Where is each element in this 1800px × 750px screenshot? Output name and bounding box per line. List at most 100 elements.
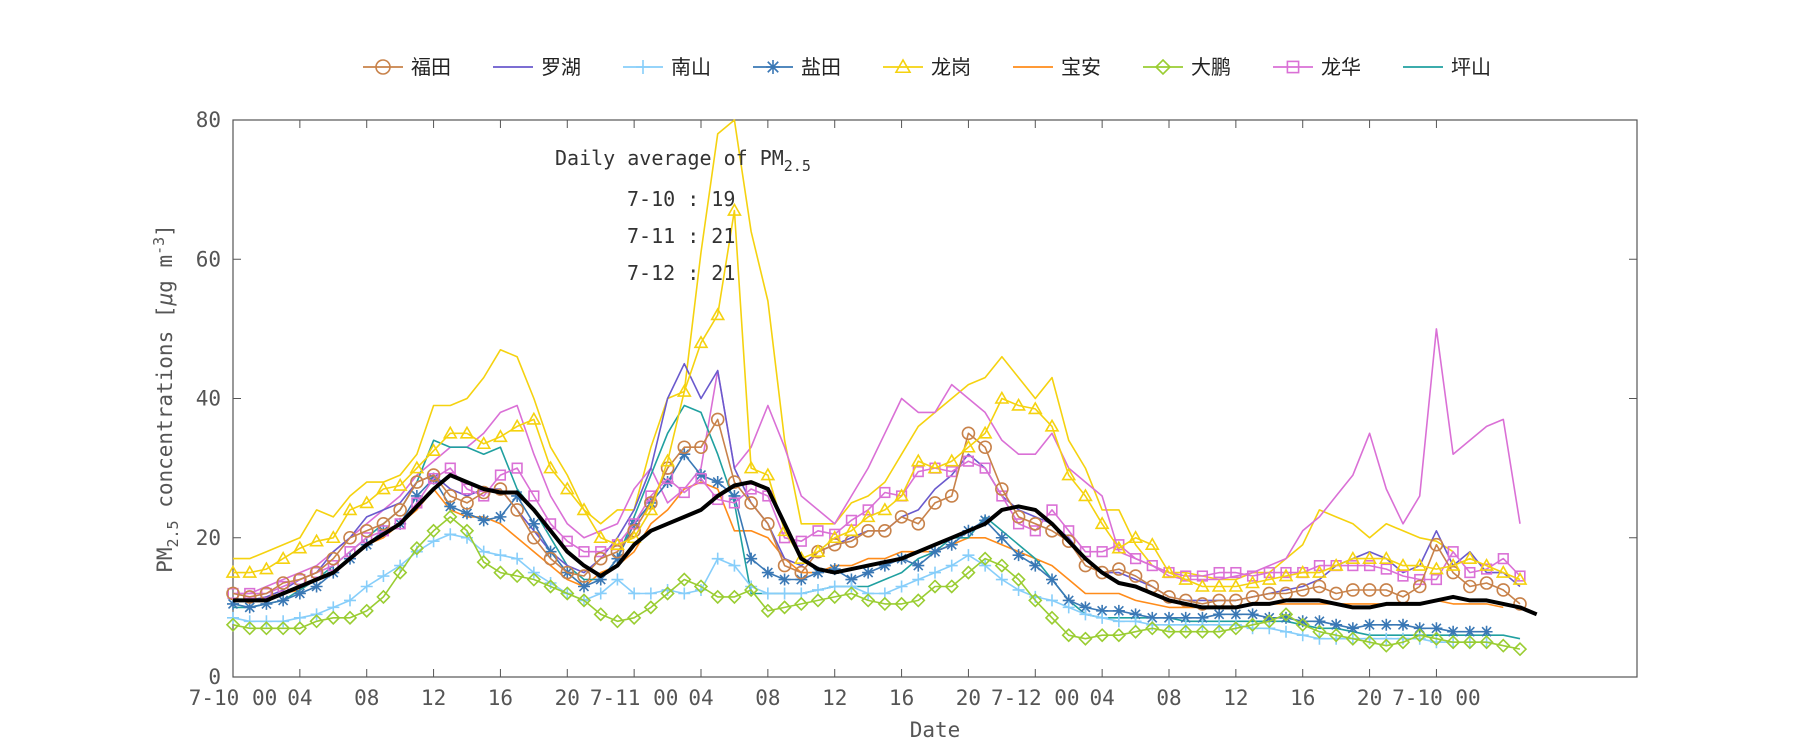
data-point [711, 476, 724, 489]
legend-label: 龙岗 [931, 55, 971, 79]
x-tick-label: 20 [555, 686, 580, 710]
data-point [1245, 617, 1260, 632]
y-tick-label: 0 [208, 665, 221, 689]
data-point [661, 476, 674, 489]
data-point [1230, 566, 1242, 579]
x-tick-label: 7-11 00 [590, 686, 679, 710]
data-point [527, 517, 540, 530]
data-point [878, 559, 891, 572]
data-point [594, 573, 607, 586]
data-point [1345, 551, 1361, 564]
data-point [593, 607, 608, 622]
data-point [375, 59, 391, 75]
data-point [1495, 564, 1511, 578]
data-point [511, 489, 524, 502]
data-point [275, 551, 291, 564]
annotation-title-text: Daily average of PM [555, 146, 784, 170]
data-point [292, 621, 307, 636]
data-point [526, 572, 541, 587]
data-point [1146, 559, 1158, 572]
data-point [1246, 608, 1259, 621]
data-point [225, 564, 241, 578]
data-point [1480, 625, 1493, 638]
data-point [1178, 593, 1193, 608]
data-point [1213, 566, 1225, 579]
legend-label: 大鹏 [1191, 55, 1231, 79]
data-point [978, 551, 993, 566]
data-point [745, 552, 758, 565]
data-point [1062, 594, 1075, 607]
data-point [1112, 562, 1126, 576]
data-point [727, 202, 742, 216]
data-point [1464, 566, 1476, 579]
data-point [259, 561, 274, 575]
data-point [576, 593, 592, 608]
data-point [1046, 573, 1058, 586]
data-point [1012, 549, 1025, 562]
data-point [426, 443, 441, 457]
data-point [895, 580, 908, 593]
data-point [710, 412, 725, 427]
data-point [777, 600, 792, 615]
data-point [777, 558, 792, 573]
data-point [376, 517, 391, 531]
data-point [561, 535, 573, 547]
data-point [1029, 525, 1041, 537]
legend-item: 罗湖 [493, 55, 581, 79]
data-point [995, 482, 1009, 496]
data-point [766, 60, 780, 74]
y-label-superscript: -3 [150, 237, 168, 255]
data-point [1412, 557, 1428, 571]
data-point [778, 573, 791, 586]
legend-item: 福田 [363, 55, 451, 79]
data-point [426, 468, 441, 482]
data-point [376, 589, 391, 605]
data-point [1096, 611, 1109, 624]
data-point [927, 460, 943, 474]
data-point [409, 541, 424, 556]
data-point [1362, 551, 1377, 564]
data-point [426, 523, 441, 538]
legend-label: 南山 [671, 55, 711, 79]
data-point [1144, 537, 1160, 551]
data-point [778, 587, 791, 600]
data-point [1094, 516, 1110, 530]
data-point [660, 586, 675, 601]
data-point [1263, 566, 1275, 579]
data-point [376, 481, 391, 495]
data-point [677, 572, 692, 587]
data-point [1497, 553, 1509, 565]
data-point [945, 538, 958, 551]
data-point [728, 559, 741, 572]
data-point [1011, 397, 1026, 411]
data-point [710, 307, 726, 321]
data-point [710, 589, 725, 605]
data-point [1447, 546, 1459, 558]
legend-item: 宝安 [1013, 55, 1101, 79]
data-point [493, 429, 508, 443]
data-point [728, 497, 741, 509]
data-point [911, 517, 926, 531]
x-tick-label: 08 [755, 686, 780, 710]
data-point [911, 593, 926, 608]
data-point [828, 563, 841, 576]
data-point [510, 568, 525, 584]
data-point [810, 593, 826, 608]
data-point [1061, 534, 1076, 549]
data-point [1330, 618, 1343, 631]
data-point [494, 549, 507, 562]
data-point [527, 530, 541, 545]
data-point [979, 462, 991, 474]
data-point [442, 425, 458, 439]
data-point [962, 455, 975, 467]
data-point [225, 617, 241, 632]
data-point [1312, 579, 1327, 594]
legend-label: 罗湖 [541, 55, 581, 79]
data-point [961, 565, 976, 580]
legend-item: 龙华 [1273, 55, 1361, 79]
data-point [1379, 638, 1394, 653]
data-point [812, 525, 824, 537]
data-point [1011, 572, 1026, 587]
data-point [644, 587, 657, 600]
series-宝安 [233, 481, 1504, 609]
